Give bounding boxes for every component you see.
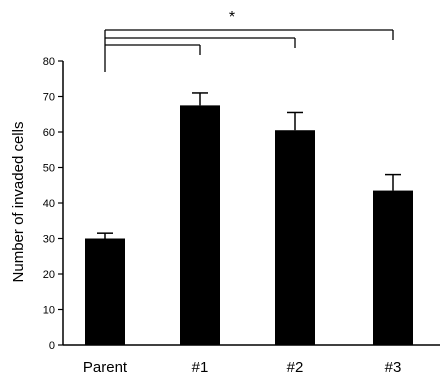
y-tick-label: 30 [43, 234, 55, 246]
significance-star: * [229, 9, 235, 26]
bar [275, 130, 315, 345]
x-tick-label: #1 [192, 359, 209, 376]
y-tick-label: 20 [43, 269, 55, 281]
y-tick-label: 10 [43, 305, 55, 317]
y-tick-label: 0 [49, 340, 55, 352]
y-tick-label: 80 [43, 56, 55, 68]
bars [85, 92, 413, 345]
significance-brackets: * [104, 9, 394, 72]
y-tick-label: 50 [43, 163, 55, 175]
axes: 0 10 20 30 40 50 60 70 80 Parent #1 #2 #3 [43, 56, 440, 376]
x-tick-label: Parent [83, 359, 128, 376]
bar [373, 190, 413, 345]
y-axis-title: Number of invaded cells [10, 122, 27, 283]
bar [85, 238, 125, 345]
x-tick-label: #3 [385, 359, 402, 376]
y-tick-label: 40 [43, 198, 55, 210]
y-tick-label: 70 [43, 92, 55, 104]
bar [180, 105, 220, 345]
x-tick-label: #2 [287, 359, 304, 376]
y-tick-label: 60 [43, 127, 55, 139]
